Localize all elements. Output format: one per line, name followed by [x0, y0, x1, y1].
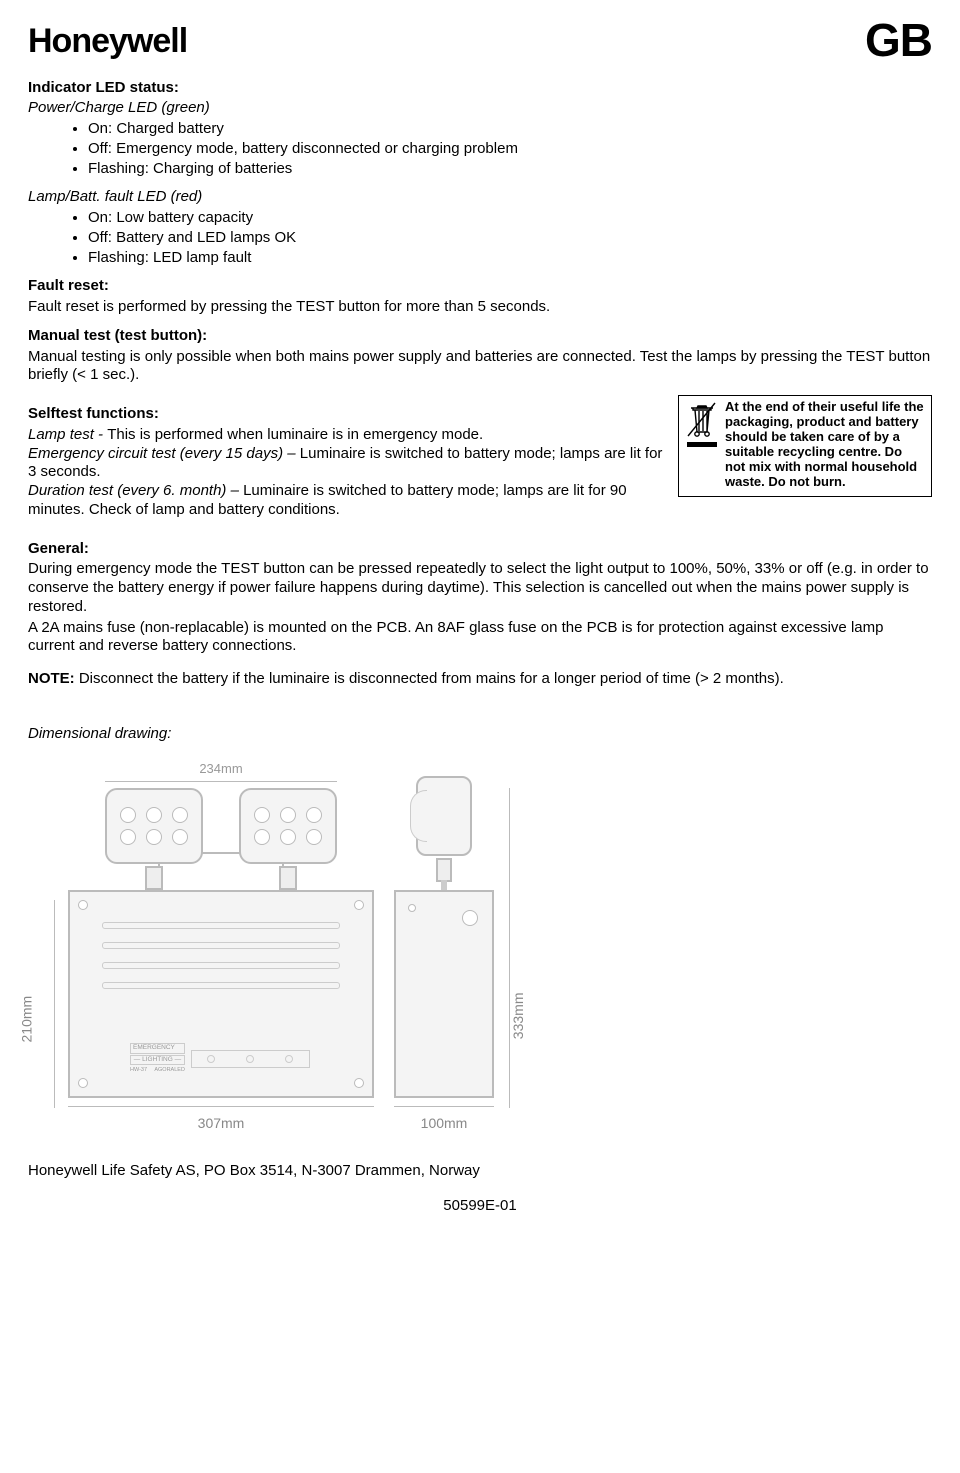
test-button-icon: [462, 910, 478, 926]
cabinet-front: EMERGENCY — LIGHTING — HW-37 AGORALED: [68, 890, 374, 1098]
front-view: 210mm 234mm: [28, 761, 374, 1132]
lamp-head-side: [394, 776, 494, 890]
fault-reset-title: Fault reset:: [28, 277, 932, 296]
power-led-list: On: Charged battery Off: Emergency mode,…: [28, 120, 932, 178]
lamp-head-right: [239, 788, 337, 890]
dimensional-drawing-title: Dimensional drawing:: [28, 725, 932, 744]
manual-test-title: Manual test (test button):: [28, 327, 932, 346]
list-item: Off: Emergency mode, battery disconnecte…: [88, 140, 932, 159]
panel-lighting-label: LIGHTING: [142, 1056, 173, 1063]
note-paragraph: NOTE: Disconnect the battery if the lumi…: [28, 670, 932, 689]
fault-reset-body: Fault reset is performed by pressing the…: [28, 298, 932, 317]
panel-model-label: HW-37: [130, 1067, 147, 1073]
side-view: 333mm 100mm: [394, 754, 534, 1133]
note-text: Disconnect the battery if the luminaire …: [79, 670, 784, 687]
selftest-body: Lamp test - This is performed when lumin…: [28, 426, 668, 520]
selftest-title: Selftest functions:: [28, 405, 668, 424]
dimensional-drawing: 210mm 234mm: [28, 754, 932, 1133]
list-item: Off: Battery and LED lamps OK: [88, 229, 932, 248]
panel-emergency-label: EMERGENCY: [130, 1043, 185, 1054]
footer-company: Honeywell Life Safety AS, PO Box 3514, N…: [28, 1162, 932, 1181]
lamp-head-left: [105, 788, 203, 890]
selftest-line1-label: Lamp test -: [28, 426, 107, 443]
list-item: Flashing: LED lamp fault: [88, 249, 932, 268]
weee-notice-text: At the end of their useful life the pack…: [725, 400, 925, 490]
dim-total-height-label: 333mm: [511, 992, 529, 1039]
brand-logo: Honeywell: [28, 20, 187, 63]
page-header: Honeywell GB: [28, 20, 932, 63]
indicator-led-title: Indicator LED status:: [28, 79, 932, 98]
selftest-line1-text: This is performed when luminaire is in e…: [107, 426, 483, 443]
list-item: On: Low battery capacity: [88, 209, 932, 228]
general-title: General:: [28, 540, 932, 559]
dim-top-width-label: 234mm: [105, 761, 337, 777]
power-led-subtitle: Power/Charge LED (green): [28, 99, 932, 118]
footer-docnum: 50599E-01: [28, 1197, 932, 1216]
weee-notice-box: At the end of their useful life the pack…: [678, 395, 932, 497]
dim-side-depth-label: 100mm: [394, 1115, 494, 1133]
general-p2: A 2A mains fuse (non-replacable) is moun…: [28, 619, 932, 657]
weee-bin-icon: [685, 400, 719, 490]
fault-led-list: On: Low battery capacity Off: Battery an…: [28, 209, 932, 267]
country-code: GB: [865, 20, 932, 61]
list-item: Flashing: Charging of batteries: [88, 160, 932, 179]
dim-front-height-label: 210mm: [19, 995, 37, 1042]
general-p1: During emergency mode the TEST button ca…: [28, 560, 932, 616]
cabinet-side: [394, 890, 494, 1098]
list-item: On: Charged battery: [88, 120, 932, 139]
manual-test-body: Manual testing is only possible when bot…: [28, 348, 932, 386]
selftest-line2-label: Emergency circuit test (every 15 days) –: [28, 445, 300, 462]
fault-led-subtitle: Lamp/Batt. fault LED (red): [28, 188, 932, 207]
note-label: NOTE:: [28, 670, 79, 687]
selftest-line3-label: Duration test (every 6. month) –: [28, 482, 243, 499]
dim-base-width-label: 307mm: [68, 1115, 374, 1133]
panel-series-label: AGORALED: [154, 1067, 185, 1073]
